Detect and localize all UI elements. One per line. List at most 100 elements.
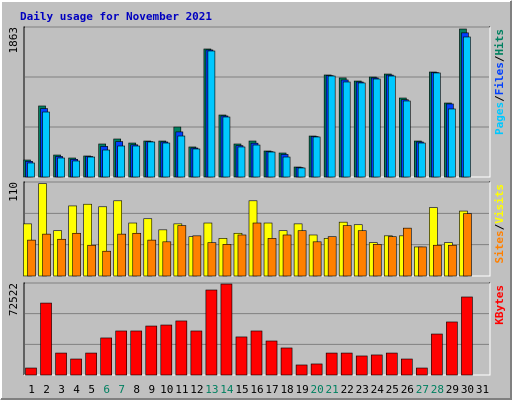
- bar: [117, 145, 126, 178]
- x-tick-label: 12: [190, 383, 203, 396]
- legend-entry: Visits: [493, 184, 506, 224]
- x-tick-label: 29: [446, 383, 459, 396]
- bar: [190, 330, 203, 376]
- bar: [85, 352, 97, 376]
- bar: [220, 283, 233, 376]
- y-tick-label: 1863: [7, 27, 20, 54]
- x-tick-label: 6: [103, 383, 110, 396]
- x-tick-label: 24: [371, 383, 385, 396]
- bar: [57, 238, 66, 277]
- bar: [433, 72, 441, 178]
- bar: [297, 230, 307, 277]
- bar: [418, 246, 427, 277]
- bar: [252, 222, 262, 277]
- bar: [27, 162, 35, 178]
- bar: [342, 225, 352, 277]
- bar: [42, 233, 51, 277]
- bar: [297, 167, 306, 178]
- bar: [132, 232, 142, 277]
- bar: [403, 227, 412, 277]
- bar: [205, 289, 218, 376]
- legend-separator: /: [493, 55, 506, 62]
- bar: [433, 244, 442, 277]
- bar: [370, 354, 383, 376]
- bar: [357, 82, 366, 178]
- x-tick-label: 7: [118, 383, 125, 396]
- bar: [280, 347, 293, 376]
- bar: [160, 324, 173, 376]
- legend-separator: /: [493, 223, 506, 230]
- bar: [192, 235, 202, 277]
- x-tick-label: 5: [88, 383, 95, 396]
- bar: [162, 142, 171, 178]
- bar: [207, 242, 217, 277]
- bar: [446, 321, 458, 376]
- bar: [463, 36, 471, 178]
- bar: [27, 239, 36, 277]
- bar: [162, 241, 172, 277]
- bar: [387, 75, 396, 178]
- bar: [282, 234, 292, 277]
- x-tick-label: 14: [220, 383, 234, 396]
- bar: [385, 352, 398, 376]
- legend-entry: Pages: [493, 102, 506, 135]
- bar: [418, 142, 426, 178]
- bar: [42, 111, 50, 178]
- legend-entry: Sites: [493, 230, 506, 263]
- bar: [177, 135, 186, 178]
- x-tick-label: 11: [175, 383, 188, 396]
- legend-entry: Hits: [493, 29, 506, 56]
- bar: [115, 330, 128, 376]
- bar: [340, 352, 353, 376]
- x-tick-label: 16: [250, 383, 263, 396]
- x-tick-label: 26: [401, 383, 414, 396]
- bar: [357, 230, 367, 277]
- bar: [265, 340, 278, 376]
- bar: [325, 352, 338, 376]
- bar: [355, 355, 368, 376]
- bar: [461, 296, 473, 376]
- x-tick-label: 23: [356, 383, 369, 396]
- bar: [431, 333, 443, 376]
- legend-entry: KBytes: [493, 285, 506, 325]
- bar: [192, 148, 201, 178]
- bar: [145, 325, 158, 376]
- x-tick-label: 3: [58, 383, 65, 396]
- bar: [250, 330, 263, 376]
- bar: [57, 157, 65, 178]
- x-tick-label: 1: [28, 383, 35, 396]
- bar: [342, 81, 351, 178]
- x-tick-label: 21: [326, 383, 339, 396]
- bar: [267, 151, 276, 178]
- bar: [130, 330, 143, 376]
- bar: [237, 146, 246, 178]
- bar: [25, 367, 37, 376]
- x-tick-label: 4: [73, 383, 80, 396]
- x-tick-label: 30: [461, 383, 474, 396]
- x-tick-label: 17: [265, 383, 278, 396]
- bar: [312, 241, 322, 277]
- x-tick-label: 2: [43, 383, 50, 396]
- bar: [72, 160, 80, 178]
- x-tick-label: 27: [416, 383, 429, 396]
- bar: [327, 75, 336, 178]
- bar: [295, 364, 308, 376]
- legend-entry: Files: [493, 62, 506, 95]
- bar: [252, 144, 261, 178]
- bar: [448, 108, 456, 178]
- x-tick-label: 8: [133, 383, 140, 396]
- x-tick-label: 10: [160, 383, 173, 396]
- x-tick-label: 9: [148, 383, 155, 396]
- legend: Pages/Files/Hits: [493, 29, 506, 135]
- bar: [70, 358, 82, 376]
- x-tick-label: 25: [386, 383, 399, 396]
- bar: [235, 336, 248, 376]
- y-tick-label: 110: [7, 182, 20, 202]
- bar: [282, 156, 291, 178]
- bar: [207, 50, 216, 178]
- bar: [310, 363, 323, 376]
- bar: [72, 232, 81, 277]
- chart-title: Daily usage for November 2021: [20, 10, 212, 23]
- x-tick-label: 19: [295, 383, 308, 396]
